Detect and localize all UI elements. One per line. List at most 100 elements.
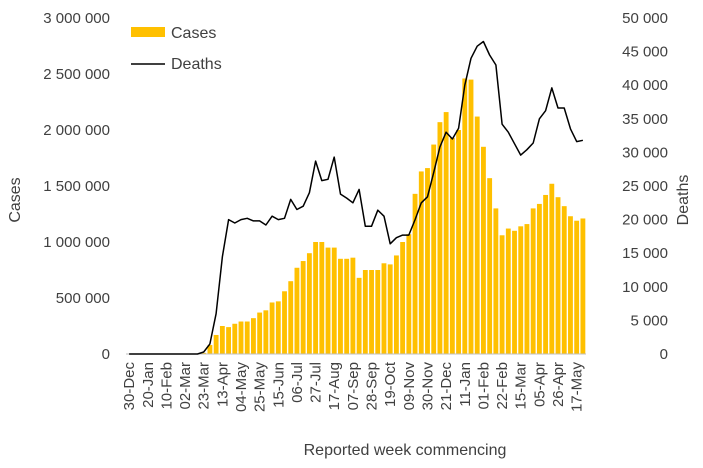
- cases-bar: [387, 264, 393, 354]
- cases-bar: [580, 218, 586, 354]
- cases-bar: [505, 228, 511, 354]
- cases-bar: [487, 178, 493, 354]
- cases-bar: [574, 220, 580, 354]
- y2-axis-title: Deaths: [675, 175, 692, 226]
- cases-bar: [499, 235, 505, 354]
- cases-bar: [481, 146, 486, 354]
- cases-bar: [207, 345, 213, 354]
- cases-bar: [512, 230, 517, 354]
- cases-bar: [282, 291, 287, 354]
- y2-tick-label: 20 000: [622, 212, 668, 229]
- x-tick-label: 15-Jun: [270, 362, 287, 408]
- x-tick-label: 17-Aug: [326, 362, 343, 410]
- y2-tick-label: 45 000: [622, 44, 668, 61]
- y2-tick-label: 30 000: [622, 144, 668, 161]
- x-tick-label: 19-Oct: [382, 361, 399, 407]
- cases-bar: [325, 247, 331, 354]
- cases-bar: [456, 130, 461, 354]
- x-tick-label: 17-May: [569, 362, 586, 413]
- cases-bar: [462, 78, 468, 354]
- cases-bar: [300, 261, 306, 354]
- x-tick-label: 25-May: [252, 362, 269, 413]
- cases-bar: [518, 226, 524, 354]
- cases-bar: [244, 321, 250, 354]
- x-tick-label: 28-Sep: [364, 362, 381, 410]
- cases-bar: [219, 326, 225, 354]
- right-axis-ticks: 0 5 000 10 000 15 000 20 000 25 000 30 000 35 0…: [622, 10, 668, 363]
- cases-bar: [524, 224, 530, 354]
- cases-bars: [201, 78, 586, 354]
- legend-deaths-label: Deaths: [171, 56, 222, 73]
- cases-bar: [543, 194, 549, 354]
- cases-bar: [238, 321, 244, 354]
- cases-bar: [536, 203, 542, 354]
- cases-bar: [561, 206, 567, 354]
- x-axis-title: Reported week commencing: [304, 442, 507, 459]
- cases-bar: [213, 334, 219, 354]
- y2-tick-label: 50 000: [622, 10, 668, 27]
- cases-bar: [449, 137, 455, 354]
- cases-bar: [393, 255, 399, 354]
- cases-bar: [443, 112, 449, 354]
- cases-bar: [412, 193, 418, 354]
- y-tick-label: 2 000 000: [43, 122, 110, 139]
- cases-bar: [257, 312, 263, 354]
- x-tick-label: 11-Jan: [457, 362, 474, 407]
- cases-bar: [406, 234, 412, 354]
- y2-tick-label: 40 000: [622, 77, 668, 94]
- y2-tick-label: 10 000: [622, 279, 668, 296]
- x-tick-label: 02-Mar: [177, 362, 194, 410]
- cases-bar: [294, 267, 300, 354]
- cases-bar: [431, 144, 437, 354]
- cases-bar: [375, 270, 381, 354]
- cases-bar: [356, 277, 362, 354]
- x-tick-label: 21-Dec: [438, 362, 455, 411]
- x-tick-label: 26-Apr: [550, 362, 567, 407]
- y-tick-label: 0: [102, 346, 110, 363]
- cases-bar: [251, 318, 256, 354]
- x-tick-label: 09-Nov: [401, 362, 418, 411]
- y2-tick-label: 0: [660, 346, 668, 363]
- x-tick-label: 06-Jul: [289, 362, 306, 403]
- cases-bar: [232, 323, 238, 354]
- cases-bar: [400, 242, 406, 354]
- x-tick-label: 22-Feb: [494, 362, 511, 410]
- y-tick-label: 3 000 000: [43, 10, 110, 27]
- cases-bar: [344, 258, 350, 354]
- cases-bar: [201, 352, 207, 354]
- x-tick-label: 15-Mar: [513, 362, 530, 410]
- y-axis-title: Cases: [7, 177, 24, 222]
- y2-tick-label: 5 000: [630, 312, 668, 329]
- x-axis-ticks: 30-Dec 20-Jan 10-Feb 02-Mar 23-Mar 13-Apr 04-M…: [121, 361, 586, 412]
- cases-bar: [306, 253, 312, 354]
- cases-bar: [437, 122, 443, 354]
- y2-tick-label: 25 000: [622, 178, 668, 195]
- y-tick-label: 1 500 000: [43, 178, 110, 195]
- cases-bar: [338, 258, 343, 354]
- legend: Cases Deaths: [131, 25, 222, 73]
- cases-bar: [425, 168, 430, 354]
- x-tick-label: 04-May: [233, 362, 250, 413]
- y-tick-label: 2 500 000: [43, 66, 110, 83]
- deaths-series-line: [129, 40, 584, 355]
- cases-bar: [555, 197, 561, 354]
- cases-bar: [331, 247, 337, 354]
- cases-bar: [362, 270, 368, 354]
- left-axis-ticks: 0 500 000 1 000 000 1 500 000 2 000 000 2 500…: [43, 10, 110, 363]
- cases-bar: [530, 208, 536, 354]
- cases-bar: [493, 208, 499, 354]
- cases-bar: [263, 310, 269, 354]
- y2-tick-label: 15 000: [622, 245, 668, 262]
- x-tick-label: 01-Feb: [475, 362, 492, 410]
- x-tick-label: 27-Jul: [308, 362, 325, 403]
- x-tick-label: 20-Jan: [140, 362, 157, 408]
- cases-bar: [275, 301, 281, 354]
- y-tick-label: 500 000: [56, 290, 110, 307]
- x-tick-label: 30-Nov: [420, 362, 437, 411]
- y2-tick-label: 35 000: [622, 111, 668, 128]
- x-tick-label: 23-Mar: [196, 362, 213, 410]
- cases-bar: [549, 183, 555, 354]
- cases-bar: [568, 216, 573, 354]
- cases-bar: [269, 302, 275, 354]
